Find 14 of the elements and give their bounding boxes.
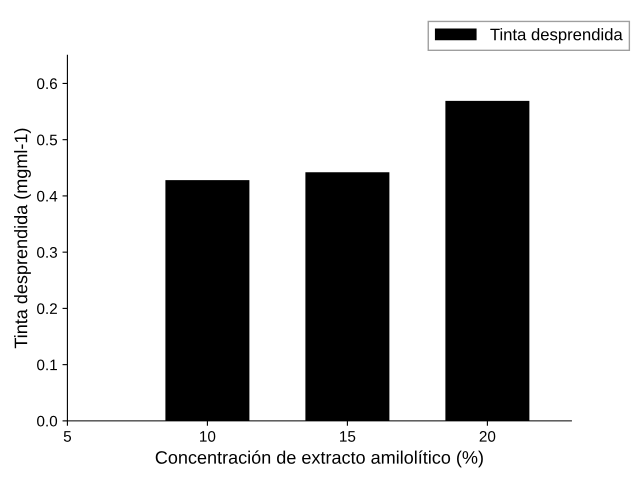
y-tick-label: 0.6: [37, 78, 58, 90]
y-tick-label: 0.4: [37, 190, 58, 202]
legend-label: Tinta desprendida: [490, 28, 623, 44]
y-axis-title: Tinta desprendida (mgml-1): [14, 128, 31, 348]
y-tick-label: 0.5: [37, 134, 58, 146]
x-tick-label: 5: [64, 431, 72, 442]
y-tick-label: 0.2: [37, 303, 57, 314]
x-tick-label: 20: [480, 431, 496, 442]
y-tick-label: 0.1: [37, 360, 57, 370]
x-tick-label: 10: [200, 431, 216, 442]
y-tick-label: 0.0: [37, 416, 58, 427]
y-tick-label: 0.3: [37, 247, 58, 258]
x-axis-title: Concentración de extracto amilolítico (%): [156, 450, 483, 468]
x-tick-label: 15: [340, 431, 356, 442]
